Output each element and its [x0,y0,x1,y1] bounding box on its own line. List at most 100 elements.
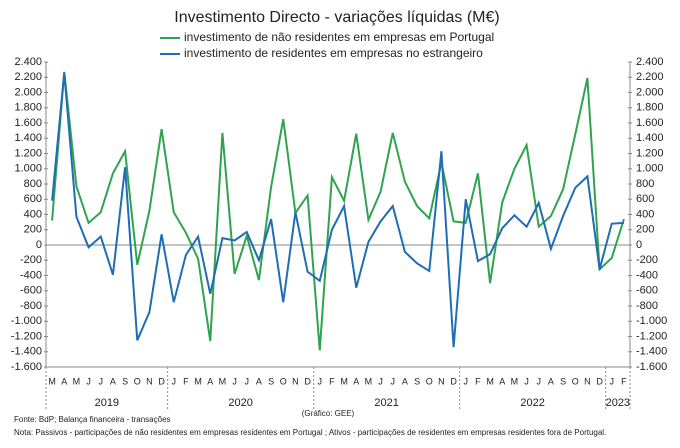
y-tick-label: 2.000 [636,86,664,98]
x-tick-label: J [318,376,323,386]
x-tick-label: A [402,376,408,386]
y-tick-label: -600 [20,285,42,297]
y-tick-label: -1.600 [11,361,42,373]
y-tick-label: -1.000 [636,315,667,327]
y-tick-label: 1.200 [636,147,664,159]
x-tick-label: M [48,376,56,386]
year-label: 2022 [520,397,544,409]
credit: (Gráfico: GEE) [302,409,355,418]
x-tick-label: M [365,376,373,386]
series-line [51,71,625,351]
x-tick-label: J [524,376,529,386]
x-tick-label: S [560,376,566,386]
y-tick-label: -1.600 [636,361,667,373]
x-tick-label: A [548,376,554,386]
x-tick-label: J [378,376,383,386]
y-tick-label: 2.400 [636,56,664,68]
y-tick-label: -1.200 [636,330,667,342]
x-tick-label: A [207,376,213,386]
year-label: 2023 [606,397,630,409]
x-tick-label: O [572,376,579,386]
year-label: 2020 [228,397,252,409]
y-tick-label: 800 [636,178,654,190]
x-tick-label: J [232,376,237,386]
y-tick-label: -400 [20,269,42,281]
legend-label: investimento de não residentes em empres… [184,30,494,44]
y-tick-label: 200 [636,224,654,236]
x-tick-label: M [73,376,81,386]
y-tick-label: 600 [636,193,654,205]
y-tick-label: 400 [636,208,654,220]
y-tick-label: 400 [24,208,42,220]
y-tick-label: -600 [636,285,658,297]
y-tick-label: 1.800 [636,102,664,114]
x-tick-label: F [475,376,481,386]
source: Fonte: BdP; Balança financeira - transaç… [14,415,171,424]
y-tick-label: 1.000 [14,163,42,175]
y-tick-label: 2.000 [14,86,42,98]
x-tick-label: A [353,376,359,386]
x-tick-label: J [610,376,615,386]
x-tick-label: N [438,376,445,386]
x-tick-label: F [621,376,627,386]
y-tick-label: 2.400 [14,56,42,68]
x-tick-label: J [537,376,542,386]
x-tick-label: J [245,376,250,386]
x-tick-label: A [61,376,67,386]
x-tick-label: A [256,376,262,386]
x-tick-label: O [134,376,141,386]
x-tick-label: N [146,376,153,386]
x-tick-label: J [172,376,177,386]
x-tick-label: N [584,376,591,386]
legend-label: investimento de residentes em empresas n… [184,46,483,60]
x-tick-label: M [194,376,202,386]
x-tick-label: D [158,376,165,386]
x-tick-label: O [280,376,287,386]
note: Nota: Passivos - participações de não re… [14,428,606,437]
y-tick-label: 2.200 [636,71,664,83]
y-tick-label: 200 [24,224,42,236]
year-label: 2021 [374,397,398,409]
y-tick-label: 800 [24,178,42,190]
series-line [51,72,624,348]
y-tick-label: -800 [20,300,42,312]
y-tick-label: 600 [24,193,42,205]
x-tick-label: M [511,376,519,386]
y-tick-label: 1.400 [636,132,664,144]
x-tick-label: M [486,376,494,386]
year-label: 2019 [95,397,119,409]
x-tick-label: J [99,376,104,386]
y-tick-label: 1.800 [14,102,42,114]
y-tick-label: -1.400 [636,346,667,358]
x-tick-label: M [219,376,227,386]
x-tick-label: S [414,376,420,386]
x-tick-label: S [122,376,128,386]
x-tick-label: J [391,376,396,386]
x-tick-label: A [110,376,116,386]
x-tick-label: J [86,376,91,386]
y-tick-label: 1.400 [14,132,42,144]
x-tick-label: D [450,376,457,386]
x-tick-label: F [329,376,335,386]
y-tick-label: 2.200 [14,71,42,83]
y-tick-label: 1.600 [14,117,42,129]
y-tick-label: 0 [36,239,42,251]
y-tick-label: 1.200 [14,147,42,159]
y-tick-label: -200 [20,254,42,266]
y-tick-label: 1.000 [636,163,664,175]
x-tick-label: N [292,376,299,386]
y-tick-label: -800 [636,300,658,312]
x-tick-label: J [464,376,469,386]
y-tick-label: -200 [636,254,658,266]
y-tick-label: 0 [636,239,642,251]
y-tick-label: -1.200 [11,330,42,342]
y-tick-label: -400 [636,269,658,281]
x-tick-label: D [596,376,603,386]
y-tick-label: -1.400 [11,346,42,358]
x-tick-label: M [340,376,348,386]
x-tick-label: O [426,376,433,386]
y-tick-label: 1.600 [636,117,664,129]
y-tick-label: -1.000 [11,315,42,327]
x-tick-label: F [183,376,189,386]
